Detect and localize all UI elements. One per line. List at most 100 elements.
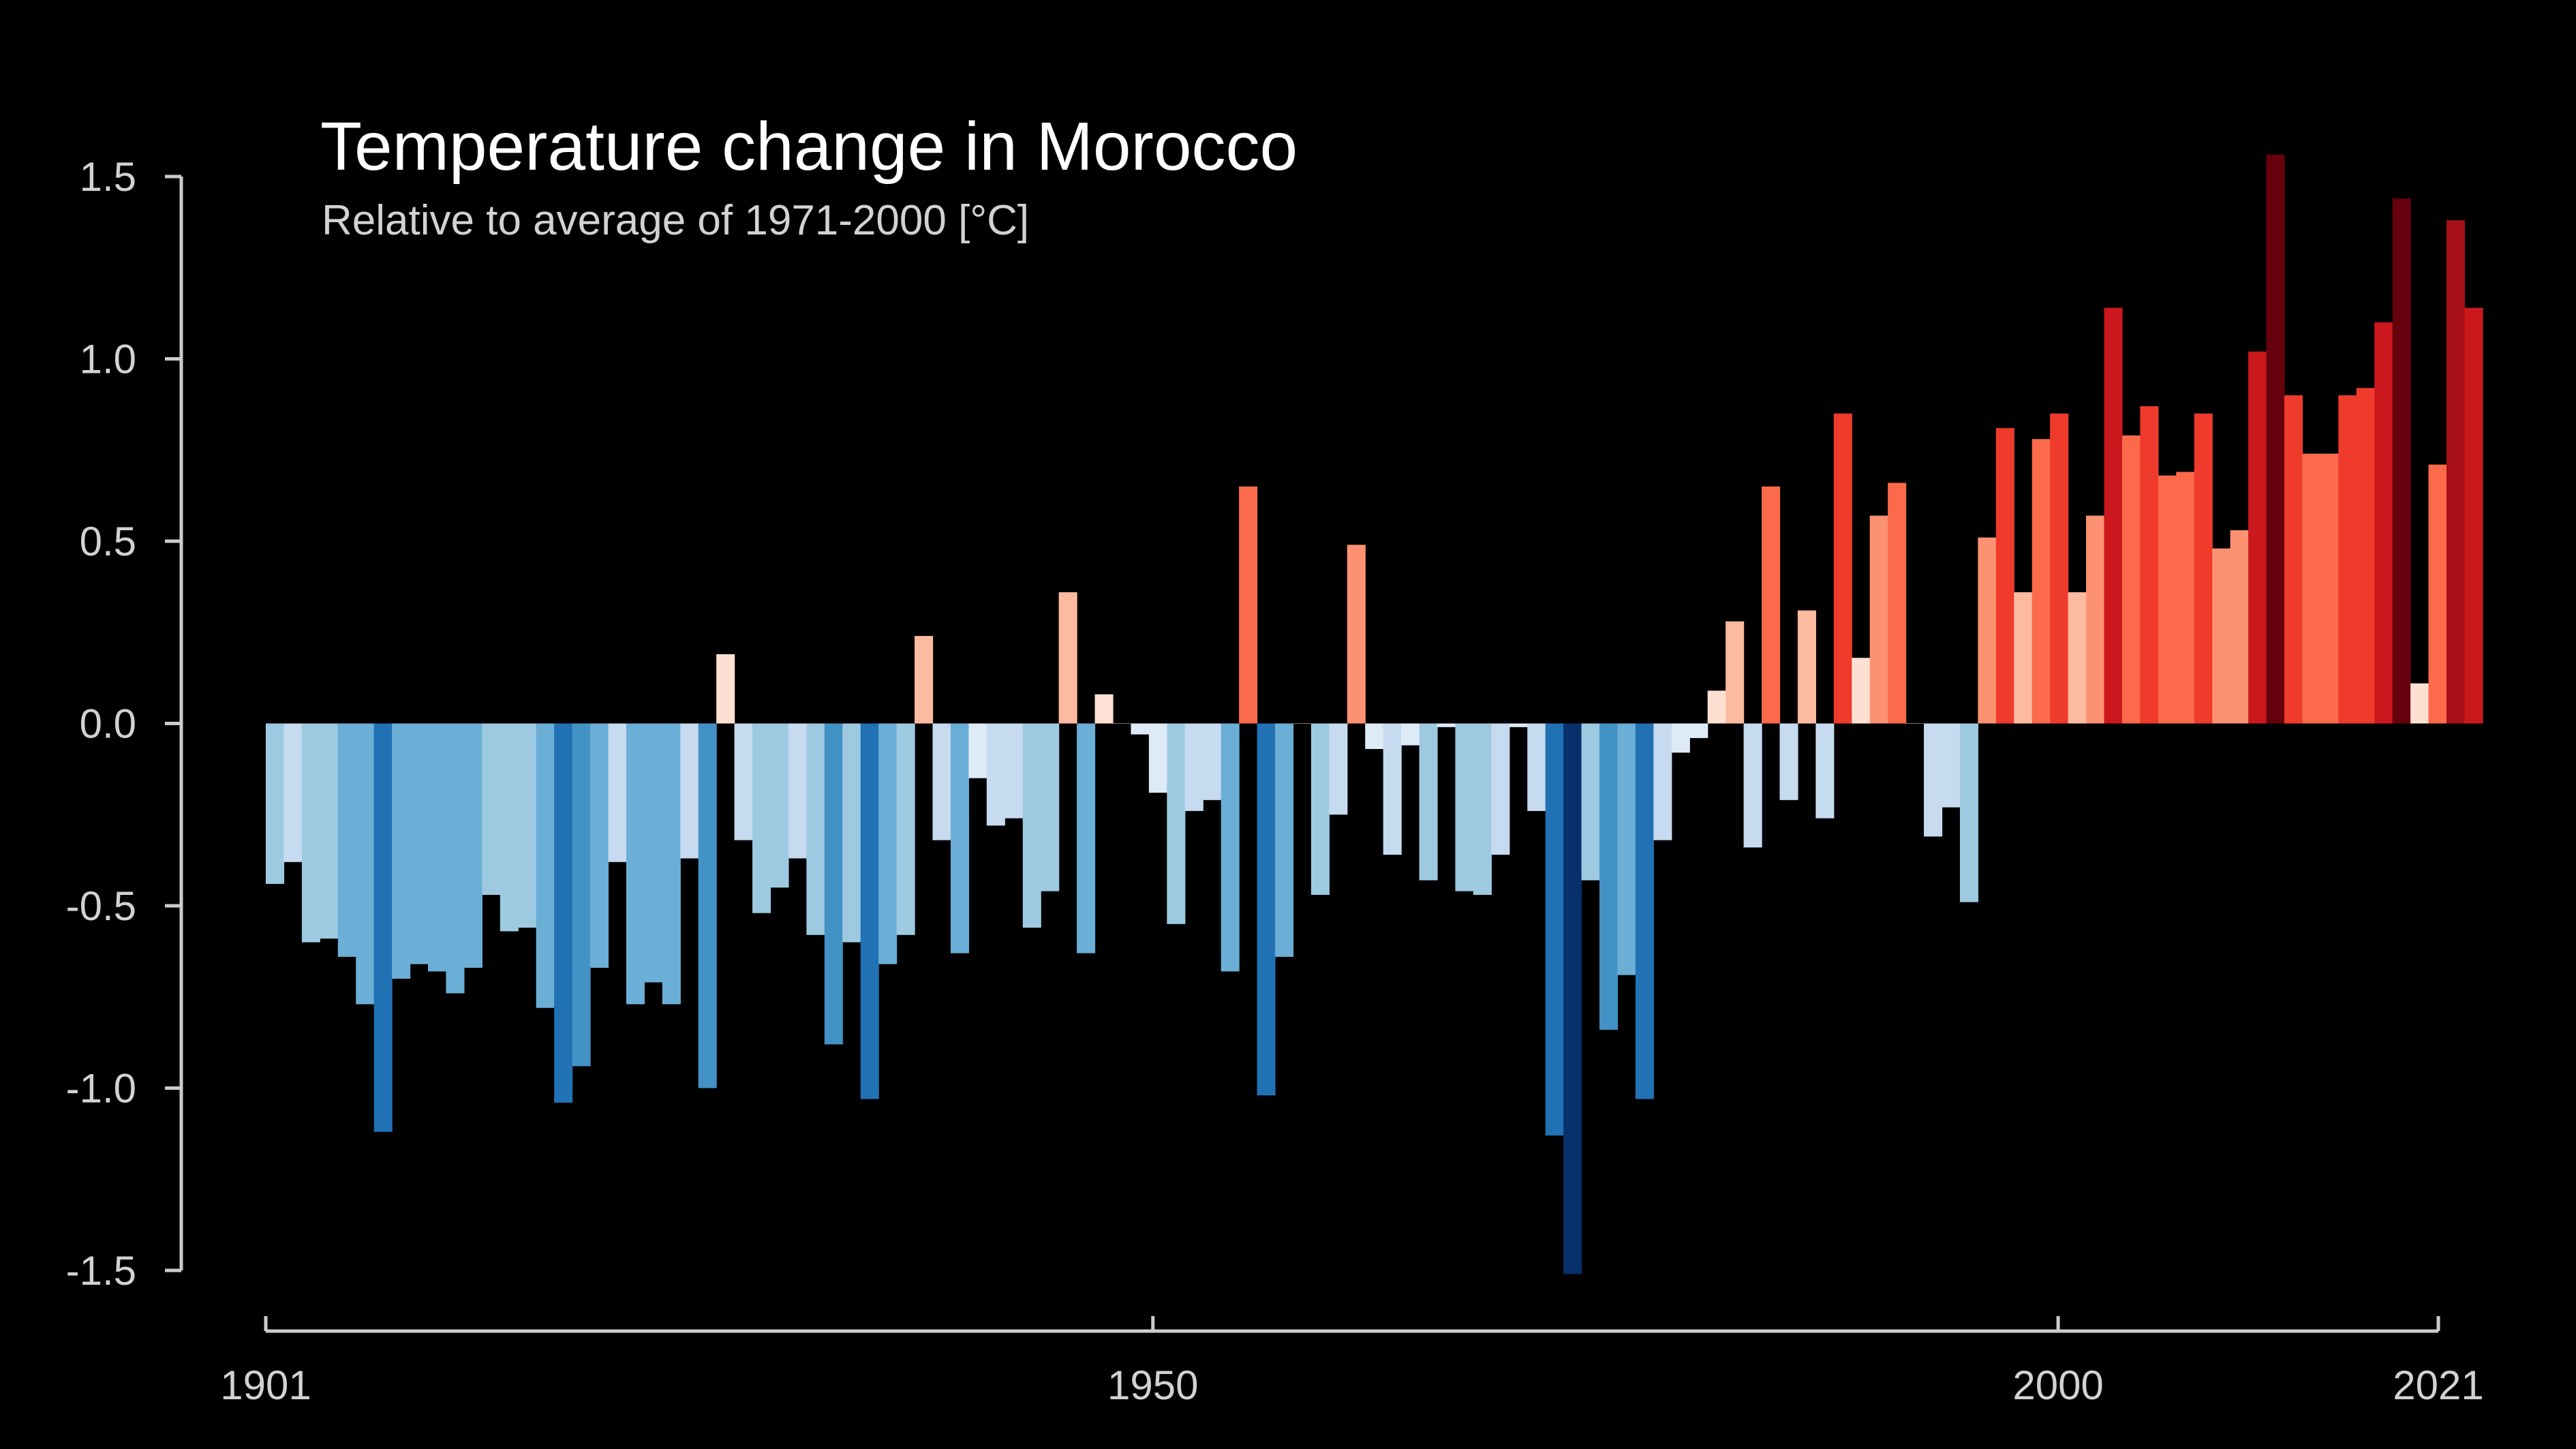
bar-1968 [1473,723,1492,895]
x-tick-label: 1901 [220,1362,311,1408]
bar-1969 [1491,723,1510,855]
x-tick-label: 2000 [2012,1362,2103,1408]
bar-1973 [1563,723,1582,1275]
bar-2001 [2068,592,2087,724]
bar-1986 [1797,610,1816,724]
bar-2003 [2104,307,2123,724]
y-tick-label: -1.0 [66,1066,136,1112]
bar-1913 [482,723,501,895]
bar-1988 [1833,413,1852,724]
bar-1935 [878,723,898,964]
bar-2013 [2284,395,2303,724]
bar-2005 [2140,406,2159,724]
bar-1927 [734,723,753,840]
bar-1983 [1743,723,1762,848]
bar-undefined [2447,220,2466,724]
bar-1921 [626,723,645,1005]
bar-1939 [950,723,970,954]
bar-1947 [1094,694,1114,724]
bar-2002 [2086,515,2105,724]
bar-1914 [500,723,519,932]
bar-1916 [536,723,555,1008]
bar-2020 [2410,683,2429,724]
bar-1997 [1995,428,2014,724]
bar-2012 [2266,154,2285,724]
bar-1926 [716,654,735,724]
bar-2000 [2050,413,2069,724]
bar-1990 [1869,515,1888,724]
bar-1951 [1167,723,1186,924]
bar-1936 [896,723,915,935]
bar-1985 [1779,723,1798,800]
bar-1999 [2031,439,2051,724]
bar-1961 [1347,545,1366,724]
bar-2021 [2428,464,2447,724]
bar-1902 [283,723,303,862]
bar-1959 [1310,723,1330,895]
bar-1943 [1022,723,1041,928]
bar-2006 [2158,475,2177,724]
bar-1956 [1257,723,1276,1096]
bar-1909 [410,723,429,964]
bar-1918 [572,723,591,1067]
bar-2004 [2121,435,2141,724]
bar-1995 [1959,723,1978,902]
bar-2016 [2338,395,2357,724]
bar-1938 [932,723,951,840]
bar-1970 [1509,723,1528,727]
y-tick-label: -1.5 [66,1248,136,1294]
bar-1989 [1852,658,1871,724]
bar-1911 [446,723,465,994]
chart-title: Temperature change in Morocco [320,108,1298,185]
x-axis: 1901 1950 2000 2021 [220,1316,2484,1408]
y-tick-label: 0.0 [80,701,136,747]
bar-1998 [2014,592,2033,724]
bar-1912 [463,723,482,968]
bar-2018 [2374,322,2393,724]
bar-1945 [1058,592,1077,724]
bar-1954 [1221,723,1240,972]
bar-1944 [1041,723,1060,891]
bar-1907 [373,723,393,1132]
bar-undefined [2464,307,2483,724]
bar-2015 [2320,453,2339,724]
bars-group [266,154,2483,1275]
y-axis: 1.5 1.0 0.5 0.0 -0.5 -1.0 -1.5 [66,154,183,1294]
bar-1952 [1184,723,1203,811]
y-tick-label: 0.5 [80,519,136,564]
bar-1940 [968,723,987,778]
y-tick-label: 1.0 [80,337,136,382]
bar-1905 [337,723,356,957]
bar-1920 [608,723,627,862]
bar-1980 [1689,723,1708,738]
bar-1981 [1707,690,1726,724]
bar-1976 [1617,723,1636,975]
bar-1903 [301,723,320,943]
bar-2014 [2302,453,2321,724]
bar-1996 [1978,537,1997,724]
bar-2007 [2176,472,2195,724]
bar-1949 [1131,723,1150,735]
bar-1942 [1005,723,1024,819]
bar-1934 [860,723,879,1099]
bar-1953 [1203,723,1222,800]
bar-1971 [1527,723,1546,811]
y-tick-label: 1.5 [80,154,136,200]
bar-1993 [1924,723,1943,837]
bar-1984 [1762,486,1781,724]
bar-1922 [644,723,663,983]
bar-2010 [2230,530,2249,724]
bar-1910 [428,723,447,972]
bar-1915 [518,723,537,928]
bar-1960 [1329,723,1348,815]
bar-2019 [2392,198,2411,724]
bar-1917 [554,723,573,1103]
bar-1908 [392,723,411,979]
bar-1987 [1815,723,1835,819]
bar-1964 [1401,723,1420,746]
bar-1931 [806,723,825,935]
bar-1925 [698,723,717,1088]
bar-1977 [1635,723,1654,1099]
bar-1974 [1581,723,1600,881]
